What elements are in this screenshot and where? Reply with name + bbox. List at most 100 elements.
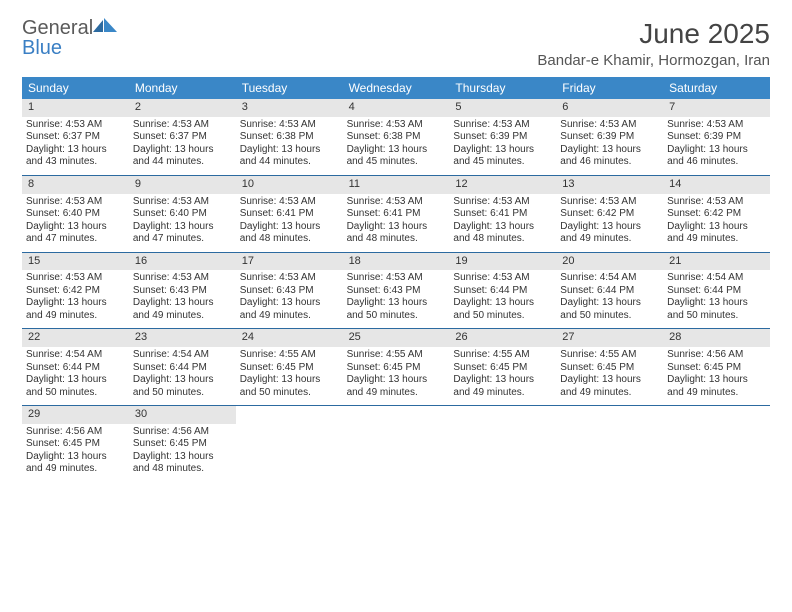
daylight-line: Daylight: 13 hours and 49 minutes. (560, 221, 659, 246)
sunset-line: Sunset: 6:45 PM (560, 362, 659, 375)
day-body: Sunrise: 4:56 AMSunset: 6:45 PMDaylight:… (22, 424, 129, 482)
daylight-line: Daylight: 13 hours and 46 minutes. (560, 144, 659, 169)
day-number: 30 (129, 406, 236, 424)
day-body: Sunrise: 4:53 AMSunset: 6:43 PMDaylight:… (236, 270, 343, 328)
sunrise-line: Sunrise: 4:55 AM (240, 349, 339, 362)
daylight-line: Daylight: 13 hours and 48 minutes. (133, 451, 232, 476)
day-number: 12 (449, 176, 556, 194)
calendar-cell: 7Sunrise: 4:53 AMSunset: 6:39 PMDaylight… (663, 99, 770, 175)
calendar-cell: 22Sunrise: 4:54 AMSunset: 6:44 PMDayligh… (22, 329, 129, 405)
day-number: 5 (449, 99, 556, 117)
sunrise-line: Sunrise: 4:53 AM (453, 196, 552, 209)
sunset-line: Sunset: 6:44 PM (26, 362, 125, 375)
sunrise-line: Sunrise: 4:53 AM (133, 272, 232, 285)
calendar-cell: 5Sunrise: 4:53 AMSunset: 6:39 PMDaylight… (449, 99, 556, 175)
daylight-line: Daylight: 13 hours and 49 minutes. (560, 374, 659, 399)
day-number: 17 (236, 253, 343, 271)
day-body: Sunrise: 4:53 AMSunset: 6:37 PMDaylight:… (129, 117, 236, 175)
calendar-cell: 25Sunrise: 4:55 AMSunset: 6:45 PMDayligh… (343, 329, 450, 405)
daylight-line: Daylight: 13 hours and 45 minutes. (453, 144, 552, 169)
sunrise-line: Sunrise: 4:53 AM (26, 196, 125, 209)
sunrise-line: Sunrise: 4:55 AM (560, 349, 659, 362)
daylight-line: Daylight: 13 hours and 50 minutes. (240, 374, 339, 399)
day-body: Sunrise: 4:56 AMSunset: 6:45 PMDaylight:… (663, 347, 770, 405)
day-body: Sunrise: 4:53 AMSunset: 6:39 PMDaylight:… (663, 117, 770, 175)
calendar-cell: 26Sunrise: 4:55 AMSunset: 6:45 PMDayligh… (449, 329, 556, 405)
sunset-line: Sunset: 6:45 PM (26, 438, 125, 451)
day-number: 19 (449, 253, 556, 271)
sunrise-line: Sunrise: 4:53 AM (240, 196, 339, 209)
calendar-cell: 17Sunrise: 4:53 AMSunset: 6:43 PMDayligh… (236, 253, 343, 329)
sunrise-line: Sunrise: 4:56 AM (133, 426, 232, 439)
calendar-cell: 15Sunrise: 4:53 AMSunset: 6:42 PMDayligh… (22, 253, 129, 329)
sunrise-line: Sunrise: 4:53 AM (26, 272, 125, 285)
calendar-cell: 1Sunrise: 4:53 AMSunset: 6:37 PMDaylight… (22, 99, 129, 175)
daylight-line: Daylight: 13 hours and 48 minutes. (347, 221, 446, 246)
daylight-line: Daylight: 13 hours and 50 minutes. (347, 297, 446, 322)
calendar-cell: 27Sunrise: 4:55 AMSunset: 6:45 PMDayligh… (556, 329, 663, 405)
daylight-line: Daylight: 13 hours and 44 minutes. (240, 144, 339, 169)
daylight-line: Daylight: 13 hours and 46 minutes. (667, 144, 766, 169)
sunrise-line: Sunrise: 4:55 AM (347, 349, 446, 362)
daylight-line: Daylight: 13 hours and 50 minutes. (453, 297, 552, 322)
day-number: 9 (129, 176, 236, 194)
daylight-line: Daylight: 13 hours and 47 minutes. (133, 221, 232, 246)
day-number: 21 (663, 253, 770, 271)
calendar-cell: 3 Sunrise: 4:53 AMSunset: 6:38 PMDaylight… (236, 99, 343, 175)
day-body: Sunrise: 4:53 AMSunset: 6:41 PMDaylight:… (449, 194, 556, 252)
day-header: Thursday (449, 77, 556, 99)
calendar-cell: 16Sunrise: 4:53 AMSunset: 6:43 PMDayligh… (129, 253, 236, 329)
sunrise-line: Sunrise: 4:53 AM (133, 196, 232, 209)
sunset-line: Sunset: 6:45 PM (667, 362, 766, 375)
daylight-line: Daylight: 13 hours and 49 minutes. (26, 451, 125, 476)
sunset-line: Sunset: 6:44 PM (560, 285, 659, 298)
day-number: 28 (663, 329, 770, 347)
calendar-cell: 2Sunrise: 4:53 AMSunset: 6:37 PMDaylight… (129, 99, 236, 175)
day-header: Wednesday (343, 77, 450, 99)
day-number: 3 (236, 99, 343, 117)
day-number: 2 (129, 99, 236, 117)
daylight-line: Daylight: 13 hours and 49 minutes. (667, 374, 766, 399)
sunrise-line: Sunrise: 4:53 AM (26, 119, 125, 132)
day-body: Sunrise: 4:53 AMSunset: 6:39 PMDaylight:… (449, 117, 556, 175)
daylight-line: Daylight: 13 hours and 44 minutes. (133, 144, 232, 169)
day-number: 25 (343, 329, 450, 347)
day-number: 6 (556, 99, 663, 117)
day-body: Sunrise: 4:55 AMSunset: 6:45 PMDaylight:… (449, 347, 556, 405)
sunrise-line: Sunrise: 4:56 AM (667, 349, 766, 362)
daylight-line: Daylight: 13 hours and 43 minutes. (26, 144, 125, 169)
calendar-cell: 18Sunrise: 4:53 AMSunset: 6:43 PMDayligh… (343, 253, 450, 329)
day-body: Sunrise: 4:56 AMSunset: 6:45 PMDaylight:… (129, 424, 236, 482)
sunrise-line: Sunrise: 4:53 AM (667, 119, 766, 132)
page-header: General Blue June 2025 Bandar-e Khamir, … (22, 18, 770, 69)
sunrise-line: Sunrise: 4:56 AM (26, 426, 125, 439)
day-body: Sunrise: 4:53 AMSunset: 6:38 PMDaylight:… (343, 117, 450, 175)
day-number: 24 (236, 329, 343, 347)
daylight-line: Daylight: 13 hours and 48 minutes. (240, 221, 339, 246)
day-body: Sunrise: 4:54 AMSunset: 6:44 PMDaylight:… (22, 347, 129, 405)
calendar-cell: 21Sunrise: 4:54 AMSunset: 6:44 PMDayligh… (663, 253, 770, 329)
day-body: Sunrise: 4:55 AMSunset: 6:45 PMDaylight:… (236, 347, 343, 405)
day-body: Sunrise: 4:53 AMSunset: 6:43 PMDaylight:… (343, 270, 450, 328)
sunrise-line: Sunrise: 4:54 AM (560, 272, 659, 285)
day-body: Sunrise: 4:54 AMSunset: 6:44 PMDaylight:… (556, 270, 663, 328)
day-number: 23 (129, 329, 236, 347)
day-number: 10 (236, 176, 343, 194)
sunrise-line: Sunrise: 4:53 AM (453, 272, 552, 285)
sunset-line: Sunset: 6:42 PM (26, 285, 125, 298)
day-body: Sunrise: 4:53 AMSunset: 6:41 PMDaylight:… (343, 194, 450, 252)
sunset-line: Sunset: 6:39 PM (453, 131, 552, 144)
brand-logo: General Blue (22, 18, 121, 58)
sunset-line: Sunset: 6:41 PM (240, 208, 339, 221)
day-number: 15 (22, 253, 129, 271)
day-number: 7 (663, 99, 770, 117)
day-header: Friday (556, 77, 663, 99)
day-header: Saturday (663, 77, 770, 99)
sunrise-line: Sunrise: 4:53 AM (240, 119, 339, 132)
sunset-line: Sunset: 6:38 PM (240, 131, 339, 144)
daylight-line: Daylight: 13 hours and 48 minutes. (453, 221, 552, 246)
sunrise-line: Sunrise: 4:53 AM (560, 119, 659, 132)
calendar-cell: 28Sunrise: 4:56 AMSunset: 6:45 PMDayligh… (663, 329, 770, 405)
daylight-line: Daylight: 13 hours and 49 minutes. (453, 374, 552, 399)
sunset-line: Sunset: 6:45 PM (240, 362, 339, 375)
